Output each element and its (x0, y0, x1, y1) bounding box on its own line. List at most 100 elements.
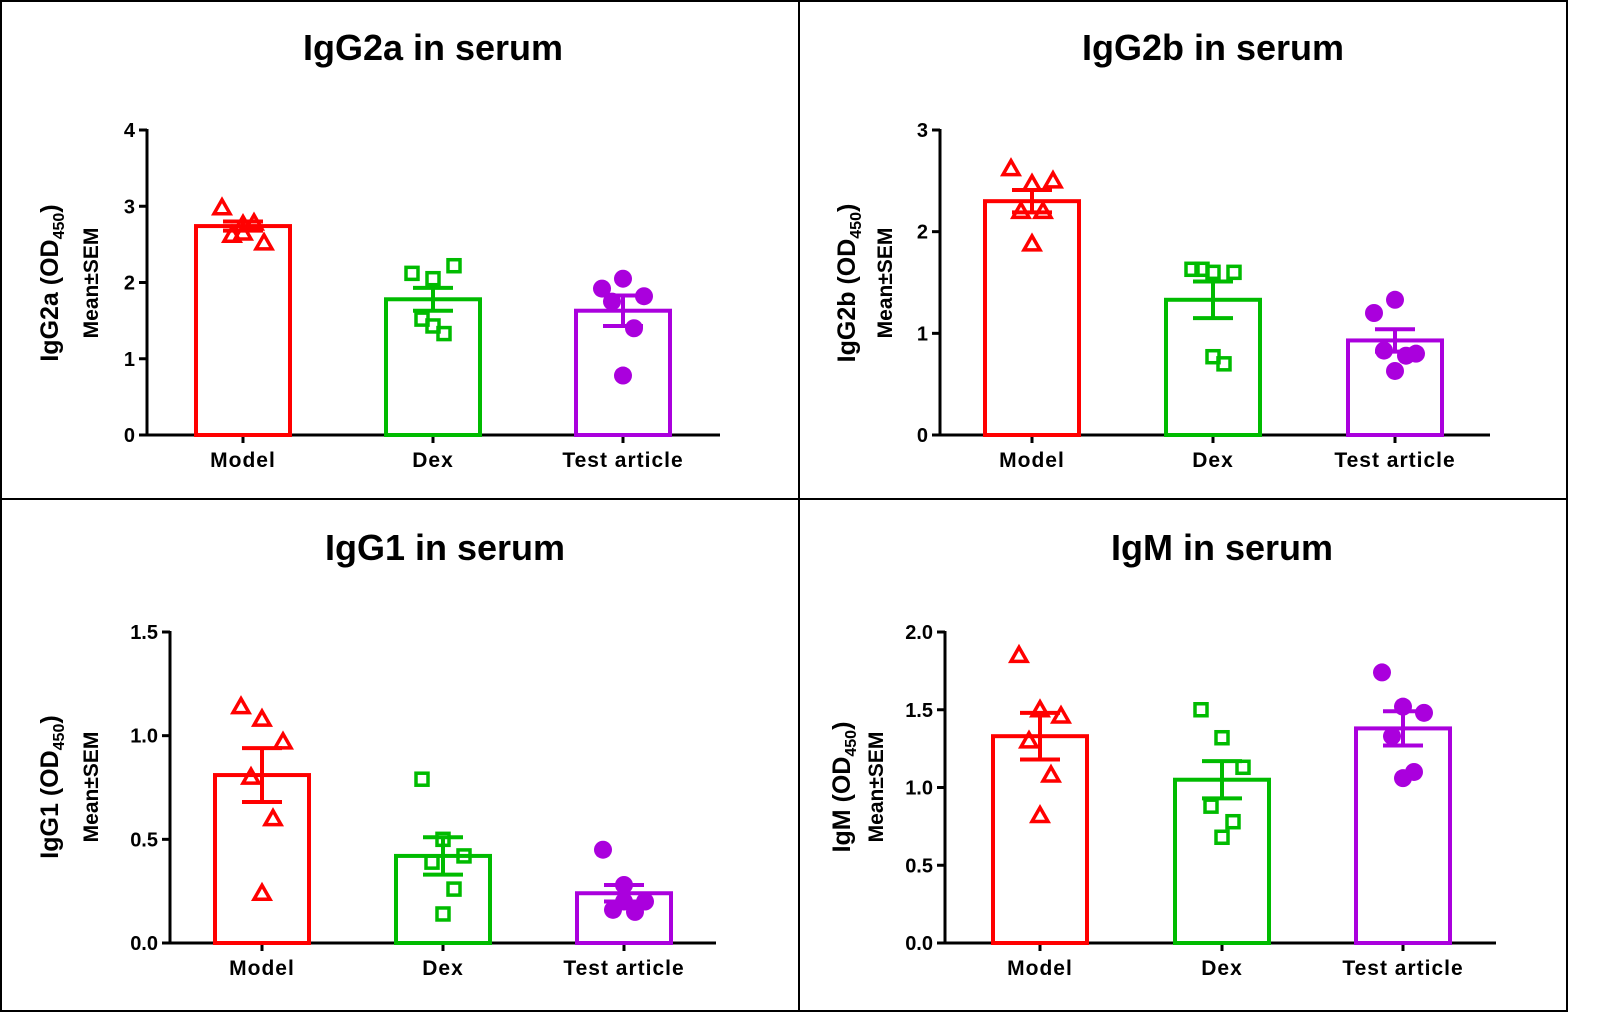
y-axis-label-close: ) (36, 204, 64, 212)
data-point-triangle (1007, 643, 1031, 664)
y-tick-label: 3 (124, 196, 135, 218)
data-point-triangle (229, 695, 253, 715)
data-point-circle (593, 279, 611, 298)
data-point-circle (1383, 727, 1401, 746)
x-tick-label: Model (229, 957, 295, 980)
bar-test-article (1354, 726, 1452, 945)
data-point-square (1205, 348, 1221, 365)
chart-title: IgG2b in serum (1082, 27, 1344, 68)
data-point-square (1214, 729, 1230, 746)
y-axis-label-close: ) (828, 722, 856, 730)
x-tick-label: Model (1007, 957, 1073, 980)
x-tick-label: Model (999, 449, 1065, 472)
y-tick-label: 1.0 (905, 778, 933, 800)
chart-title: IgG1 in serum (325, 527, 565, 568)
data-point-square (446, 881, 462, 897)
y-axis-label-close: ) (36, 715, 64, 723)
bar-model (194, 224, 292, 437)
data-point-square (1235, 759, 1251, 776)
y-axis-label-secondary: Mean±SEM (874, 228, 897, 339)
y-axis-label-secondary: Mean±SEM (80, 228, 103, 339)
data-point-square (424, 854, 440, 870)
y-axis-label: IgG2a (OD450) (36, 204, 68, 361)
y-tick-label: 2.0 (905, 622, 933, 644)
x-tick-label: Dex (422, 957, 464, 980)
y-tick-label: 1.0 (130, 726, 158, 748)
data-point-square (456, 848, 472, 864)
y-tick-label: 3 (917, 120, 928, 142)
x-tick-label: Test article (563, 957, 684, 980)
data-point-circle (603, 292, 621, 311)
data-point-circle (1373, 663, 1391, 682)
data-point-circle (1386, 290, 1404, 309)
data-point-triangle (1020, 172, 1044, 192)
x-tick-label: Dex (1192, 449, 1234, 472)
data-point-triangle (1041, 169, 1065, 189)
y-tick-label: 2 (917, 222, 928, 244)
data-point-triangle (1020, 232, 1044, 252)
y-tick-label: 1 (124, 349, 135, 371)
data-point-square (414, 771, 430, 787)
data-point-circle (1365, 304, 1383, 322)
data-point-circle (1375, 341, 1393, 360)
data-point-circle (615, 875, 633, 894)
bar-test-article (1346, 338, 1444, 438)
data-point-circle (1394, 697, 1412, 716)
data-point-triangle (261, 807, 285, 827)
data-point-square (435, 906, 451, 922)
y-axis-label-secondary: Mean±SEM (80, 732, 103, 843)
bar-dex (1173, 777, 1271, 945)
y-axis-label-main: IgG2a (OD (36, 239, 64, 361)
data-point-triangle (220, 223, 244, 243)
data-point-triangle (1017, 729, 1041, 749)
y-tick-label: 0.0 (130, 933, 158, 955)
bar-model (991, 734, 1089, 945)
data-point-circle (614, 366, 632, 385)
y-tick-label: 1 (917, 323, 928, 345)
y-tick-label: 4 (124, 120, 136, 142)
data-point-circle (1394, 769, 1412, 788)
y-axis-label-main: IgG1 (OD (36, 750, 64, 858)
y-tick-label: 0.5 (905, 855, 933, 877)
x-tick-label: Test article (562, 449, 683, 472)
data-point-triangle (271, 730, 295, 750)
y-tick-label: 1.5 (130, 622, 158, 644)
y-axis-label-main: IgG2b (OD (833, 239, 861, 363)
x-tick-label: Dex (412, 449, 454, 472)
data-point-triangle (1028, 698, 1052, 718)
y-axis-label: IgG2b (OD450) (833, 204, 865, 363)
y-tick-label: 0.5 (130, 829, 158, 851)
y-tick-label: 0.0 (905, 933, 933, 955)
y-axis-label-subscript: 450 (51, 724, 68, 751)
data-point-triangle (999, 157, 1023, 177)
data-point-circle (615, 892, 633, 911)
data-point-triangle (250, 707, 274, 727)
y-tick-label: 2 (124, 273, 135, 295)
y-tick-label: 0 (917, 425, 928, 447)
y-tick-label: 0 (124, 425, 135, 447)
data-point-square (435, 831, 451, 848)
chart-title: IgG2a in serum (303, 27, 563, 68)
x-tick-label: Dex (1201, 957, 1243, 980)
data-point-triangle (1028, 803, 1052, 824)
data-point-square (446, 257, 462, 274)
data-point-square (1226, 264, 1242, 281)
x-tick-label: Test article (1334, 449, 1455, 472)
data-point-triangle (242, 211, 266, 231)
data-point-triangle (250, 881, 274, 901)
data-point-circle (1386, 361, 1404, 380)
figure-border (0, 0, 1568, 1012)
data-point-square (1193, 702, 1209, 718)
chart-panel-3: IgG1 in serum IgG1 (OD450) Mean±SEM 0.0 0.5 1… (36, 527, 716, 980)
data-point-triangle (210, 196, 234, 216)
x-tick-label: Model (210, 449, 276, 472)
data-point-triangle (231, 213, 255, 233)
y-tick-label: 1.5 (905, 700, 933, 722)
data-point-square (1214, 829, 1230, 846)
data-point-square (425, 270, 441, 287)
data-point-circle (1397, 346, 1415, 365)
chart-panel-1: IgG2a in serum IgG2a (OD450) Mean±SEM 0 1 2 3 4… (36, 27, 720, 472)
data-point-square (1203, 798, 1219, 814)
data-point-square (1184, 261, 1200, 278)
